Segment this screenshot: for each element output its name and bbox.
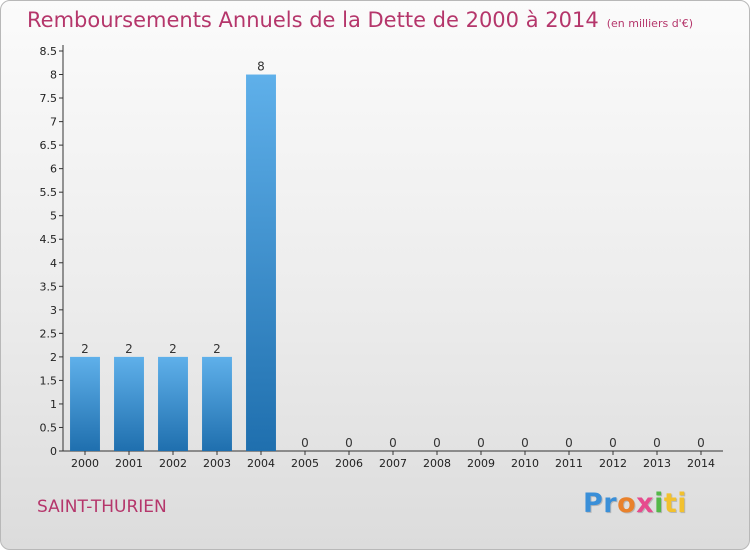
bar-value-label: 0 [433, 436, 441, 450]
logo-part-4: i [654, 488, 664, 519]
bar [70, 356, 100, 451]
y-tick-label: 0 [50, 445, 57, 458]
x-tick-label: 2013 [643, 457, 671, 470]
bar-value-label: 0 [521, 436, 529, 450]
bar-value-label: 8 [257, 60, 265, 74]
chart-y-ticks: 0 0.5 1 1.5 2 2.5 3 3.5 4 4.5 5 5.5 6 6.5 7 7.5 8 8.5 [40, 45, 63, 458]
logo-part-2: o [617, 488, 637, 519]
chart-title-text: Remboursements Annuels de la Dette de 20… [27, 8, 599, 32]
chart-subtitle: (en milliers d'€) [606, 17, 693, 30]
bar-value-label: 2 [125, 342, 133, 356]
logo-part-3: x [636, 488, 655, 519]
y-tick-label: 2.5 [40, 327, 58, 340]
y-tick-label: 7.5 [40, 92, 58, 105]
logo-part-1: Pr [583, 488, 618, 519]
y-tick-label: 8.5 [40, 45, 58, 58]
y-tick-label: 4 [50, 257, 57, 270]
y-tick-label: 6.5 [40, 139, 58, 152]
y-tick-label: 7 [50, 116, 57, 129]
bar-value-label: 0 [477, 436, 485, 450]
y-tick-label: 3.5 [40, 280, 58, 293]
x-tick-label: 2014 [687, 457, 715, 470]
x-tick-label: 2003 [203, 457, 231, 470]
bar [114, 356, 144, 451]
bar-value-label: 2 [213, 342, 221, 356]
y-tick-label: 5.5 [40, 186, 58, 199]
x-tick-label: 2006 [335, 457, 363, 470]
chart-title: Remboursements Annuels de la Dette de 20… [27, 8, 693, 32]
proxiti-logo: Proxiti [583, 488, 687, 519]
y-tick-label: 6 [50, 163, 57, 176]
y-tick-label: 0.5 [40, 421, 58, 434]
x-tick-label: 2000 [71, 457, 99, 470]
x-tick-label: 2012 [599, 457, 627, 470]
bar-value-label: 0 [697, 436, 705, 450]
y-tick-label: 4.5 [40, 233, 58, 246]
bar-value-label: 2 [169, 342, 177, 356]
chart-data-labels: 2 2 2 2 8 0 0 0 0 0 0 0 0 0 0 [81, 60, 705, 450]
y-tick-label: 5 [50, 210, 57, 223]
y-tick-label: 2 [50, 351, 57, 364]
y-tick-label: 3 [50, 304, 57, 317]
x-tick-label: 2011 [555, 457, 583, 470]
x-tick-label: 2002 [159, 457, 187, 470]
chart-bars [70, 74, 276, 451]
x-tick-label: 2001 [115, 457, 143, 470]
x-tick-label: 2005 [291, 457, 319, 470]
bar [158, 356, 188, 451]
y-tick-label: 1.5 [40, 374, 58, 387]
commune-name: SAINT-THURIEN [37, 497, 167, 517]
bar-value-label: 0 [565, 436, 573, 450]
y-tick-label: 1 [50, 398, 57, 411]
x-tick-label: 2008 [423, 457, 451, 470]
bar-value-label: 0 [609, 436, 617, 450]
bar [246, 74, 276, 451]
bar-value-label: 2 [81, 342, 89, 356]
x-tick-label: 2009 [467, 457, 495, 470]
x-tick-label: 2007 [379, 457, 407, 470]
logo-part-5: ti [663, 488, 688, 519]
x-tick-label: 2010 [511, 457, 539, 470]
bar [202, 356, 232, 451]
bar-value-label: 0 [345, 436, 353, 450]
chart-x-ticks: 2000 2001 2002 2003 2004 2005 2006 2007 2008 2009… [71, 451, 715, 470]
x-tick-label: 2004 [247, 457, 275, 470]
bar-value-label: 0 [653, 436, 661, 450]
y-tick-label: 8 [50, 69, 57, 82]
bar-value-label: 0 [301, 436, 309, 450]
bar-value-label: 0 [389, 436, 397, 450]
